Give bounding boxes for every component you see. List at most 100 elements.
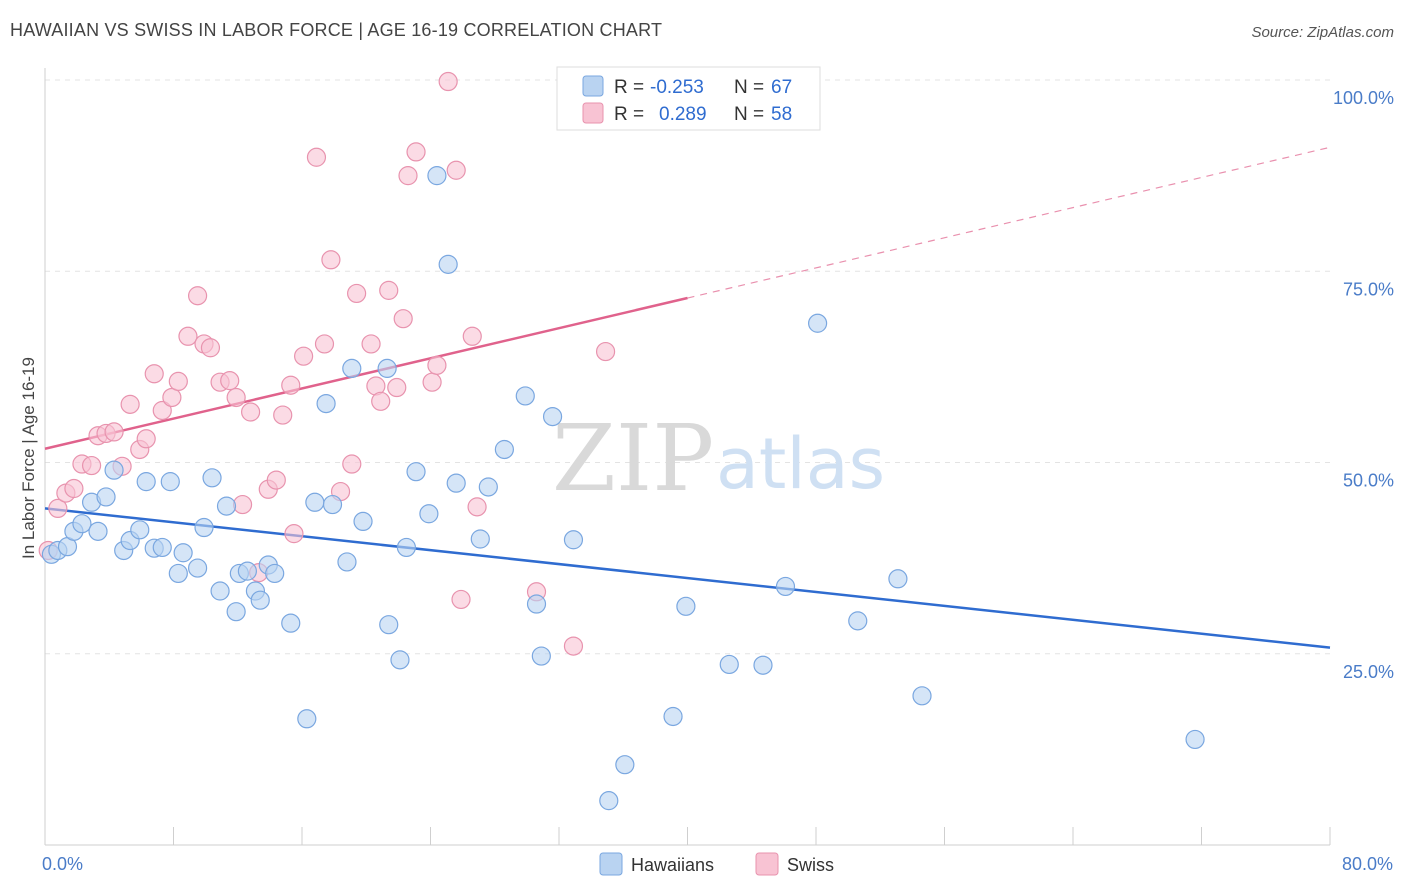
hawaiians-point-7 — [96, 487, 116, 507]
swiss-point-14 — [152, 400, 172, 421]
swiss-point-50 — [446, 160, 466, 180]
chart-title: HAWAIIAN VS SWISS IN LABOR FORCE | AGE 1… — [10, 20, 663, 40]
swiss-points — [38, 71, 616, 656]
legend-r-label-2: R = — [614, 104, 644, 125]
swiss-point-18 — [187, 286, 208, 306]
watermark-zip: ZIP — [552, 405, 714, 512]
legend-swatch-hawaiians — [582, 75, 604, 97]
swiss-point-55 — [563, 636, 584, 656]
hawaiians-point-47 — [470, 529, 490, 549]
hawaiians-point-14 — [152, 537, 172, 558]
legend-r-label-1: R = — [614, 77, 644, 98]
hawaiians-point-33 — [316, 393, 336, 414]
hawaiians-point-16 — [168, 563, 188, 584]
trend-lines — [44, 146, 1331, 649]
bottom-legend-label-hawaiians: Hawaiians — [631, 855, 714, 875]
hawaiians-point-41 — [396, 537, 417, 558]
hawaiians-point-52 — [531, 646, 551, 666]
gridlines — [45, 79, 1330, 655]
swiss-point-10 — [120, 394, 140, 414]
swiss-point-35 — [321, 250, 341, 270]
swiss-point-25 — [241, 402, 261, 422]
hawaiians-point-64 — [888, 569, 908, 589]
y-axis-title: In Labor Force | Age 16-19 — [19, 357, 38, 559]
hawaiians-point-65 — [912, 686, 932, 706]
hawaiians-point-38 — [377, 358, 397, 379]
swiss-point-48 — [427, 355, 447, 375]
swiss-point-3 — [64, 478, 84, 499]
hawaiians-point-30 — [281, 613, 301, 633]
hawaiians-point-36 — [342, 358, 362, 379]
swiss-point-31 — [284, 524, 304, 544]
hawaiians-point-32 — [305, 492, 325, 512]
hawaiians-point-48 — [478, 477, 498, 497]
hawaiians-point-49 — [494, 439, 514, 460]
hawaiians-point-61 — [775, 576, 796, 597]
swiss-point-22 — [220, 371, 240, 391]
swiss-point-16 — [168, 371, 188, 392]
hawaiians-point-56 — [615, 755, 635, 775]
hawaiians-point-51 — [526, 594, 547, 614]
swiss-point-20 — [200, 338, 221, 358]
swiss-point-13 — [144, 364, 164, 384]
hawaiians-point-25 — [237, 561, 257, 581]
hawaiians-point-57 — [663, 706, 683, 727]
swiss-point-30 — [281, 375, 301, 395]
hawaiians-point-63 — [848, 611, 868, 631]
swiss-point-34 — [314, 334, 335, 354]
trend-line-dashed-1 — [687, 146, 1331, 299]
axes — [44, 68, 1331, 846]
legend-n-label-2: N = — [734, 104, 764, 125]
legend-r-value-2: 0.289 — [659, 104, 707, 125]
swiss-point-15 — [162, 387, 182, 408]
series-legend: Hawaiians Swiss — [599, 852, 834, 876]
hawaiians-point-39 — [379, 615, 399, 635]
swiss-point-45 — [398, 166, 418, 186]
swiss-point-56 — [595, 341, 616, 362]
hawaiians-point-31 — [297, 709, 317, 729]
legend-r-value-1: -0.253 — [650, 77, 704, 98]
trend-line-0 — [44, 507, 1331, 649]
swiss-point-28 — [266, 470, 286, 490]
hawaiians-point-66 — [1185, 729, 1205, 750]
hawaiians-point-4 — [72, 514, 92, 534]
swiss-point-52 — [462, 326, 482, 346]
hawaiians-point-42 — [406, 462, 426, 482]
stats-legend: R = -0.253 N = 67 R = 0.289 N = 58 — [556, 66, 821, 131]
swiss-point-47 — [422, 372, 442, 392]
hawaiians-point-44 — [427, 166, 447, 186]
y-tick-label-1: 50.0% — [1343, 471, 1394, 491]
swiss-point-23 — [226, 387, 246, 408]
legend-n-value-1: 67 — [771, 77, 792, 98]
hawaiians-point-50 — [515, 386, 535, 406]
trend-line-1 — [44, 296, 688, 450]
swiss-point-17 — [178, 326, 198, 346]
swiss-point-12 — [136, 429, 156, 449]
bottom-legend-label-swiss: Swiss — [787, 855, 834, 875]
hawaiians-point-18 — [187, 558, 208, 578]
swiss-point-38 — [347, 283, 367, 304]
hawaiians-point-17 — [173, 543, 193, 563]
y-tick-label-0: 25.0% — [1343, 662, 1394, 682]
hawaiians-points — [41, 166, 1205, 811]
swiss-point-42 — [379, 280, 399, 300]
hawaiians-point-23 — [226, 602, 246, 622]
tick-labels: 25.0% 50.0% 75.0% 100.0% 0.0% 80.0% — [42, 88, 1394, 874]
legend-n-label-1: N = — [734, 77, 764, 98]
swiss-point-1 — [48, 498, 68, 518]
source-label: Source: ZipAtlas.com — [1251, 24, 1394, 41]
hawaiians-point-45 — [438, 254, 458, 274]
hawaiians-point-43 — [419, 504, 439, 524]
swiss-point-49 — [438, 71, 458, 92]
bottom-legend-swatch-hawaiians — [599, 852, 623, 876]
hawaiians-point-11 — [130, 520, 150, 540]
swiss-point-43 — [387, 377, 407, 398]
swiss-point-46 — [406, 142, 426, 162]
hawaiians-point-46 — [446, 473, 466, 493]
hawaiians-point-60 — [753, 655, 773, 675]
hawaiians-point-53 — [542, 407, 563, 427]
swiss-point-32 — [294, 346, 314, 366]
swiss-point-51 — [451, 589, 471, 610]
hawaiians-point-8 — [104, 460, 124, 480]
